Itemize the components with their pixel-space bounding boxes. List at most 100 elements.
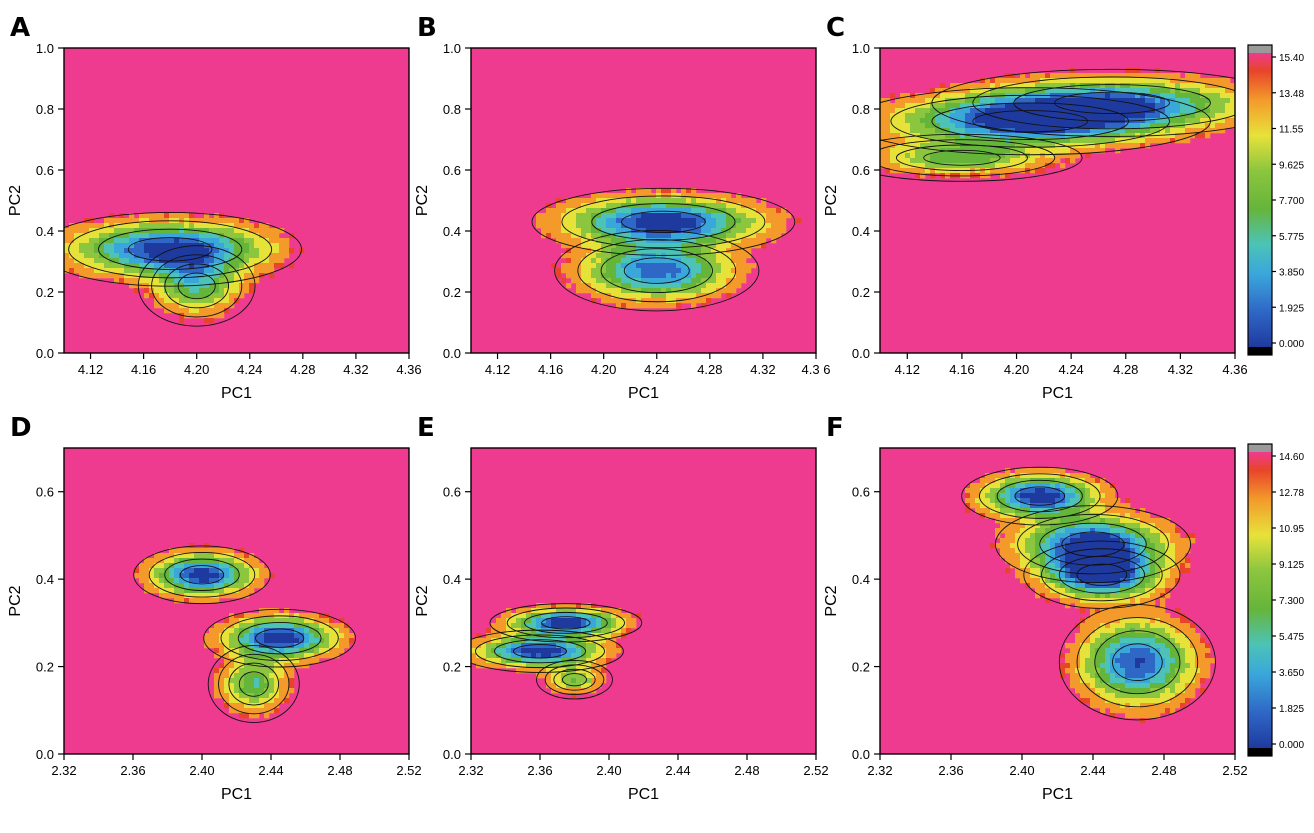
energy-cell xyxy=(209,253,215,259)
energy-cell xyxy=(526,668,532,674)
energy-cell xyxy=(1220,93,1226,99)
energy-cell xyxy=(940,108,946,114)
energy-cell xyxy=(1170,113,1176,119)
contour-line xyxy=(554,229,760,312)
energy-cell xyxy=(905,118,911,124)
energy-cell xyxy=(985,513,991,519)
x-tick-label: 4.36 xyxy=(396,362,421,377)
energy-cell xyxy=(1085,653,1091,659)
energy-cell xyxy=(254,243,260,249)
energy-cell xyxy=(269,263,275,269)
energy-cell xyxy=(626,253,632,259)
energy-cell xyxy=(955,113,961,119)
energy-cell xyxy=(596,658,602,664)
energy-cell xyxy=(99,238,105,244)
energy-cell xyxy=(1025,543,1031,549)
energy-cell xyxy=(731,283,737,289)
energy-cell xyxy=(1105,663,1111,669)
energy-cell xyxy=(294,638,300,644)
energy-cell xyxy=(581,278,587,284)
energy-cell xyxy=(289,623,295,629)
energy-cell xyxy=(895,133,901,139)
energy-cell xyxy=(516,613,522,619)
energy-cell xyxy=(716,213,722,219)
energy-cell xyxy=(274,663,280,669)
energy-cell xyxy=(249,638,255,644)
energy-cell xyxy=(1155,128,1161,134)
energy-cell xyxy=(1060,478,1066,484)
energy-cell xyxy=(339,618,345,624)
energy-cell xyxy=(591,618,597,624)
energy-cell xyxy=(289,673,295,679)
energy-cell xyxy=(1025,563,1031,569)
energy-cell xyxy=(249,568,255,574)
energy-cell xyxy=(556,608,562,614)
energy-cell xyxy=(910,108,916,114)
energy-cell xyxy=(1095,553,1101,559)
energy-cell xyxy=(324,648,330,654)
energy-cell xyxy=(254,558,260,564)
plot-frame xyxy=(63,47,410,354)
energy-cell xyxy=(1070,598,1076,604)
energy-cell xyxy=(1010,123,1016,129)
energy-cell xyxy=(990,488,996,494)
energy-cell xyxy=(1030,583,1036,589)
energy-cell xyxy=(1090,528,1096,534)
energy-cell xyxy=(1080,688,1086,694)
energy-cell xyxy=(164,308,170,314)
energy-cell xyxy=(1110,713,1116,719)
energy-cell xyxy=(139,263,145,269)
energy-cell xyxy=(244,578,250,584)
energy-cell xyxy=(581,688,587,694)
energy-cell xyxy=(154,213,160,219)
energy-cell xyxy=(586,603,592,609)
x-tick-label: 2.36 xyxy=(120,763,145,778)
energy-cell xyxy=(1100,628,1106,634)
energy-cell xyxy=(1205,128,1211,134)
energy-cell xyxy=(1085,508,1091,514)
energy-cell xyxy=(1105,488,1111,494)
energy-cell xyxy=(980,493,986,499)
energy-cell xyxy=(254,618,260,624)
energy-cell xyxy=(339,643,345,649)
energy-cell xyxy=(880,103,886,109)
energy-cell xyxy=(1095,613,1101,619)
energy-cell xyxy=(1125,708,1131,714)
energy-cell xyxy=(681,218,687,224)
energy-cell xyxy=(935,163,941,169)
energy-cell xyxy=(1025,148,1031,154)
energy-cell xyxy=(1010,153,1016,159)
energy-cell xyxy=(676,193,682,199)
x-tick-label: 4.16 xyxy=(949,362,974,377)
energy-cell xyxy=(129,213,135,219)
energy-cell xyxy=(676,278,682,284)
energy-cell xyxy=(1020,523,1026,529)
energy-cell xyxy=(1065,553,1071,559)
energy-cell xyxy=(1065,563,1071,569)
energy-cell xyxy=(1115,568,1121,574)
energy-cell xyxy=(104,273,110,279)
energy-cell xyxy=(1065,528,1071,534)
energy-cell xyxy=(1115,588,1121,594)
energy-cell xyxy=(646,233,652,239)
energy-cell xyxy=(254,228,260,234)
energy-cell xyxy=(995,83,1001,89)
energy-cell xyxy=(1225,108,1231,114)
energy-cell xyxy=(1100,108,1106,114)
energy-cell xyxy=(905,158,911,164)
energy-cell xyxy=(671,213,677,219)
energy-cell xyxy=(234,643,240,649)
energy-cell xyxy=(1210,113,1216,119)
energy-cell xyxy=(571,653,577,659)
energy-cell xyxy=(1085,153,1091,159)
energy-cell xyxy=(596,623,602,629)
energy-cell xyxy=(576,618,582,624)
energy-cell xyxy=(1135,518,1141,524)
energy-cell xyxy=(491,643,497,649)
energy-cell xyxy=(1035,143,1041,149)
energy-cell xyxy=(129,253,135,259)
energy-cell xyxy=(915,128,921,134)
energy-cell xyxy=(264,688,270,694)
energy-cell xyxy=(279,638,285,644)
energy-cell xyxy=(1085,103,1091,109)
